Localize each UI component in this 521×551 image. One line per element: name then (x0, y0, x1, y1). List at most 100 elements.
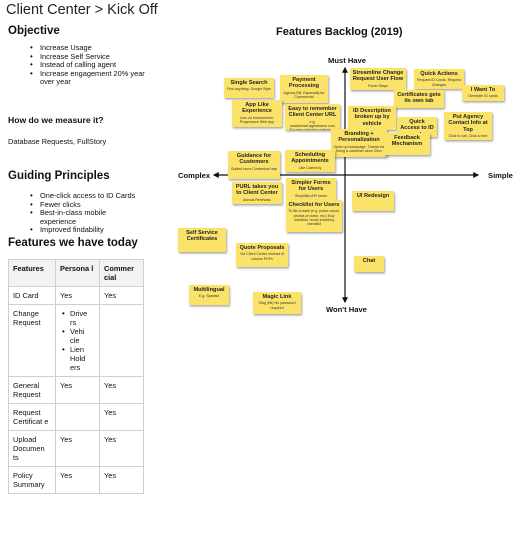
sticky-note[interactable]: ID Description broken up by vehicle (348, 106, 396, 130)
axis-top-label: Must Have (328, 56, 366, 65)
sticky-note[interactable]: Chat (354, 256, 384, 272)
note-subtitle: Spice up homepage. Thanks for being a cu… (333, 144, 385, 154)
note-title: I Want To (470, 87, 496, 93)
sticky-note[interactable]: Quick Actions Request ID Cards, Request C… (414, 69, 464, 89)
note-title: Chat (362, 258, 376, 264)
note-subtitle: Generate ID cards (468, 94, 498, 99)
sticky-note[interactable]: Certificates gets its own tab (394, 90, 444, 108)
feature-cell: Request Certificat e (8, 403, 56, 431)
note-subtitle: Simplified API forms (294, 193, 328, 198)
note-subtitle: Like Calend.ly (298, 165, 322, 170)
sticky-note[interactable]: Self Service Certificates (178, 228, 226, 252)
sticky-note[interactable]: Streamline Change Request User Flow Fewer… (350, 68, 406, 90)
table-row: General Request Yes Yes (8, 376, 144, 404)
note-title: ID Description broken up by vehicle (353, 108, 391, 127)
axis-right-label: Simple (488, 171, 513, 180)
note-subtitle: Icon on homescreen, Progressive Web App (239, 115, 275, 125)
sticky-note[interactable]: Multilingual E.g. Spanish (189, 285, 229, 305)
feature-cell: Change Request (8, 304, 56, 377)
backlog-title: Features Backlog (2019) (276, 26, 403, 38)
objective-heading: Objective (8, 25, 60, 37)
sticky-note[interactable]: I Want To Generate ID cards (462, 85, 504, 101)
sticky-note[interactable]: Magic Link Slag (Hit) No password require… (253, 292, 301, 314)
note-subtitle: Find anything. Google Style (226, 87, 272, 92)
note-title: Quote Proposals (239, 245, 285, 251)
sticky-note[interactable]: Simpler Forms for Users Simplified API fo… (286, 178, 336, 200)
axis-left-label: Complex (178, 171, 211, 180)
principles-heading: Guiding Principles (8, 170, 110, 182)
sticky-note[interactable]: Guidance for Customers Guided tours Conte… (228, 151, 280, 179)
note-title: Simpler Forms for Users (291, 180, 331, 193)
sticky-note[interactable]: Checklist for Users To file a claim (e.g.… (286, 200, 342, 232)
feature-cell: Upload Documen ts (8, 430, 56, 467)
list-item: Increase Self Service (30, 52, 155, 62)
note-subtitle: Guided tours Contextual help (230, 166, 278, 171)
note-title: Checklist for Users (288, 202, 340, 208)
list-item: Lien Hold ers (62, 345, 95, 372)
list-item: Improved findability (30, 226, 140, 235)
table-row: Upload Documen ts Yes Yes (8, 430, 144, 467)
sticky-note[interactable]: Easy to remember Client Center URL e.g. s… (285, 104, 340, 130)
note-title: Single Search (230, 80, 268, 86)
features-today-heading: Features we have today (8, 237, 138, 249)
note-title: Branding + Personalization (338, 131, 380, 144)
personal-cell: Yes (55, 466, 100, 494)
note-subtitle: Annual Renewals (243, 197, 271, 202)
page-title: Client Center > Kick Off (6, 2, 158, 18)
sticky-note[interactable]: Quote Proposals Via Client Center instead… (236, 243, 288, 267)
note-subtitle: Click to call, Click to text (448, 134, 488, 139)
list-item: One-click access to ID Cards (30, 191, 140, 201)
sticky-note[interactable]: Put Agency Contact Info at Top Click to c… (444, 112, 492, 140)
measure-text: Database Requests, FullStory (8, 137, 107, 146)
note-title: Self Service Certificates (186, 230, 218, 243)
sticky-note[interactable]: PURL takes you to Client Center Annual Re… (232, 182, 282, 204)
objective-list: Increase Usage Increase Self Service Ins… (30, 43, 155, 87)
note-title: Put Agency Contact Info at Top (448, 114, 488, 133)
features-table: Features Persona l Commer cial ID Card Y… (8, 259, 144, 494)
list-item: Drive rs (62, 309, 95, 327)
note-subtitle: Slag (Hit) No password required (258, 301, 296, 310)
note-subtitle: Via Client Center instead of custom PDFs (240, 252, 284, 261)
commercial-cell: Yes (99, 286, 144, 305)
sticky-note[interactable]: Single Search Find anything. Google Style (224, 78, 274, 98)
note-title: Streamline Change Request User Flow (352, 70, 404, 83)
note-title: Guidance for Customers (236, 153, 272, 166)
note-title: Feedback Mechanism (391, 135, 423, 148)
sticky-note[interactable]: App Like Experience Icon on homescreen, P… (232, 100, 282, 127)
list-item: Best-in-class mobile experience (30, 208, 140, 226)
table-row: Policy Summary Yes Yes (8, 466, 144, 494)
measure-heading: How do we measure it? (8, 115, 104, 125)
list-item: Increase engagement 20% year over year (30, 69, 155, 87)
commercial-cell: Yes (99, 466, 144, 494)
personal-cell: Yes (55, 376, 100, 404)
commercial-cell: Yes (99, 376, 144, 404)
principles-list: One-click access to ID Cards Fewer click… (30, 191, 140, 235)
sticky-note[interactable]: Scheduling Appointments Like Calend.ly (285, 150, 335, 172)
note-title: PURL takes you to Client Center (235, 184, 279, 197)
table-row: Request Certificat e Yes (8, 403, 144, 431)
note-subtitle: e.g. smartsmart.agentname.com For new / … (290, 119, 336, 130)
note-subtitle: Fewer Steps (367, 83, 389, 88)
note-subtitle: Agency Bill, Especially for Commercial (283, 90, 325, 100)
note-subtitle: To file a claim (e.g. police report, pho… (288, 209, 340, 227)
note-title: App Like Experience (242, 102, 272, 115)
note-title: Scheduling Appointments (291, 152, 329, 165)
note-subtitle: E.g. Spanish (198, 294, 220, 299)
column-header: Commer cial (99, 259, 144, 287)
list-item: Increase Usage (30, 43, 155, 53)
note-title: Quick Actions (420, 71, 458, 77)
sticky-note[interactable]: UI Redesign (352, 191, 394, 211)
list-item: Instead of calling agent (30, 61, 155, 70)
note-title: UI Redesign (356, 193, 390, 199)
sticky-note[interactable]: Branding + Personalization Spice up homep… (331, 129, 387, 157)
feature-cell: Policy Summary (8, 466, 56, 494)
note-title: Certificates gets its own tab (397, 92, 441, 105)
sticky-note[interactable]: Payment Processing Agency Bill, Especiall… (280, 75, 328, 103)
column-header: Features (8, 259, 56, 287)
axis-bottom-label: Won't Have (326, 305, 367, 314)
note-subtitle: Request ID Cards, Request Changes (417, 78, 461, 87)
list-item: Fewer clicks (30, 200, 140, 210)
table-header-row: Features Persona l Commer cial (8, 259, 144, 287)
note-title: Magic Link (262, 294, 292, 300)
sticky-note[interactable]: Feedback Mechanism (384, 133, 430, 155)
